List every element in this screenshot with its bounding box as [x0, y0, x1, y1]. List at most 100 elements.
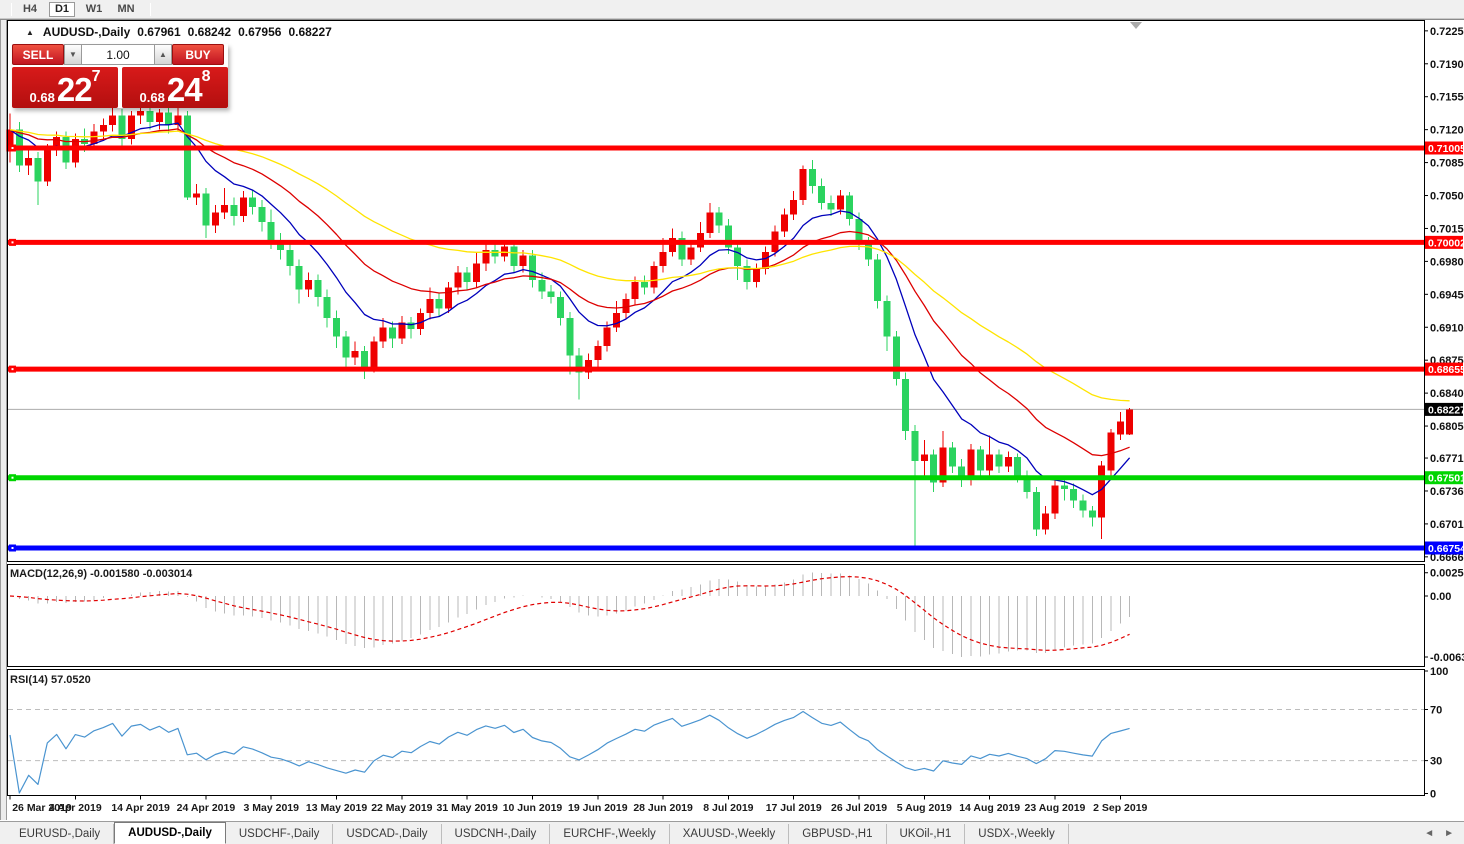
candlestick-series: [6, 105, 1134, 547]
ohlc-open: 0.67961: [137, 25, 181, 39]
pane-border: [7, 20, 1425, 562]
rsi-tick-label: 100: [1430, 666, 1448, 678]
price-badge-text: 0.68227: [1428, 404, 1464, 416]
buy-button[interactable]: BUY: [172, 44, 224, 65]
pane-border: [7, 669, 1425, 796]
toolbar-separator: [150, 2, 151, 16]
sell-button[interactable]: SELL: [12, 44, 64, 65]
date-tick-label: 26 Mar 2019: [12, 802, 72, 814]
volume-decrease-button[interactable]: ▼: [64, 44, 82, 65]
rsi-line: [9, 710, 1130, 794]
price-badge-text: 0.67501: [1428, 473, 1464, 485]
chart-tab-usdx-weekly[interactable]: USDX-,Weekly: [965, 824, 1069, 844]
chart-tab-ukoil-h1[interactable]: UKOil-,H1: [887, 824, 966, 844]
chart-symbol-title: AUDUSD-,Daily: [42, 25, 131, 39]
chart-tab-xauusd-weekly[interactable]: XAUUSD-,Weekly: [670, 824, 790, 844]
ask-price-box[interactable]: 0.68 24 8: [122, 67, 228, 108]
macd-tick-label: -0.006326: [1430, 652, 1464, 664]
chart-tab-bar: EURUSD-,Daily AUDUSD-,Daily USDCHF-,Daily U…: [0, 821, 1464, 844]
macd-indicator-label: MACD(12,26,9) -0.001580 -0.003014: [10, 568, 192, 580]
bid-price-prefix: 0.68: [29, 90, 55, 105]
macd-value: -0.001580: [90, 568, 140, 580]
date-tick-label: 2 Sep 2019: [1093, 802, 1147, 814]
date-tick-label: 13 May 2019: [306, 802, 367, 814]
date-tick-label: 31 May 2019: [437, 802, 498, 814]
toolbar-separator: [11, 2, 12, 16]
date-tick-label: 8 Jul 2019: [703, 802, 753, 814]
bid-price-pipette: 7: [91, 68, 101, 85]
rsi-tick-label: 0: [1430, 789, 1436, 801]
date-tick-label: 5 Aug 2019: [897, 802, 952, 814]
date-tick-label: 19 Jun 2019: [568, 802, 628, 814]
macd-name: MACD(12,26,9): [10, 568, 88, 580]
chart-tab-audusd-daily[interactable]: AUDUSD-,Daily: [114, 822, 226, 844]
tab-scroll-right-icon[interactable]: ►: [1444, 827, 1454, 839]
price-label-badge: [1425, 235, 1463, 249]
ohlc-low: 0.67956: [238, 25, 282, 39]
volume-increase-button[interactable]: ▲: [154, 44, 172, 65]
timeframe-button-w1[interactable]: W1: [85, 3, 103, 15]
chart-tab-eurchf-weekly[interactable]: EURCHF-,Weekly: [550, 824, 670, 844]
chart-tab-usdchf-daily[interactable]: USDCHF-,Daily: [226, 824, 334, 844]
chart-shift-marker-icon[interactable]: [1130, 22, 1142, 29]
chart-tab-usdcnh-daily[interactable]: USDCNH-,Daily: [442, 824, 551, 844]
date-tick-label: 23 Aug 2019: [1025, 802, 1086, 814]
price-label-badge: [1425, 141, 1463, 155]
ohlc-high: 0.68242: [187, 25, 232, 39]
date-tick-label: 4 Apr 2019: [49, 802, 102, 814]
date-tick-label: 17 Jul 2019: [766, 802, 822, 814]
tab-scroll-left-icon[interactable]: ◄: [1424, 827, 1435, 839]
ask-price-prefix: 0.68: [139, 90, 165, 105]
price-label-badge: [1425, 362, 1463, 376]
volume-input[interactable]: 1.00: [82, 44, 154, 65]
date-tick-label: 26 Jul 2019: [831, 802, 887, 814]
ohlc-close: 0.68227: [288, 25, 332, 39]
macd-tick-label: 0.002574: [1430, 568, 1464, 580]
tab-scroll-arrows: ◄ ►: [1424, 822, 1464, 844]
bid-price-big-digits: 22: [56, 71, 93, 108]
chart-title-bar: ▲ AUDUSD-,Daily 0.67961 0.68242 0.67956 …: [26, 25, 332, 39]
rsi-name: RSI(14): [10, 674, 48, 686]
timeframe-button-d1[interactable]: D1: [49, 1, 75, 17]
rsi-tick-label: 30: [1430, 756, 1442, 768]
chart-tab-gbpusd-h1[interactable]: GBPUSD-,H1: [789, 824, 887, 844]
date-tick-label: 3 May 2019: [244, 802, 300, 814]
ask-price-pipette: 8: [201, 68, 211, 85]
bid-price-box[interactable]: 0.68 22 7: [12, 67, 118, 108]
ask-price-big-digits: 24: [166, 71, 203, 108]
price-badge-text: 0.71005: [1428, 143, 1464, 155]
rsi-indicator-label: RSI(14) 57.0520: [10, 674, 91, 686]
date-tick-label: 28 Jun 2019: [633, 802, 693, 814]
timeframe-button-h4[interactable]: H4: [22, 3, 38, 15]
macd-tick-label: 0.00: [1430, 591, 1451, 603]
date-tick-label: 14 Aug 2019: [959, 802, 1020, 814]
chart-tab-usdcad-daily[interactable]: USDCAD-,Daily: [333, 824, 442, 844]
price-badge-text: 0.68655: [1428, 364, 1464, 376]
timeframe-button-mn[interactable]: MN: [117, 3, 135, 15]
chart-tab-eurusd-daily[interactable]: EURUSD-,Daily: [6, 824, 115, 844]
moving-average-slow: [9, 129, 1130, 402]
collapse-triangle-icon[interactable]: ▲: [26, 27, 34, 37]
macd-signal-value: -0.003014: [142, 568, 193, 580]
date-tick-label: 24 Apr 2019: [177, 802, 236, 814]
pane-border: [7, 564, 1425, 667]
price-badge-text: 0.66754: [1428, 543, 1464, 555]
